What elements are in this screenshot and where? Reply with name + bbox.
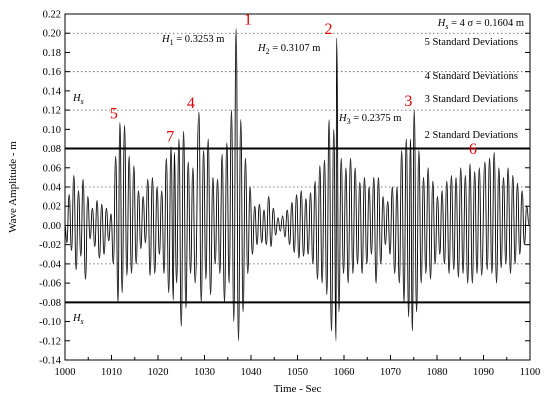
h3-sub: 3: [347, 117, 351, 126]
y-tick-label: -0.06: [39, 279, 61, 290]
y-tick-label: 0.08: [43, 144, 61, 155]
h2-main: H: [257, 43, 267, 54]
x-tick-label: 1010: [101, 367, 122, 378]
sd2-label: 2 Standard Deviations: [425, 130, 518, 141]
x-tick-label: 1040: [241, 367, 262, 378]
y-tick-label: 0.22: [43, 10, 61, 21]
hs-top-main: H: [72, 93, 82, 104]
x-tick-label: 1050: [287, 367, 308, 378]
x-tick-label: 1030: [194, 367, 215, 378]
wave-marker-3: 3: [404, 93, 412, 110]
h2-rest: = 0.3107 m: [270, 43, 321, 54]
wave-marker-7: 7: [166, 129, 174, 146]
x-tick-label: 1070: [380, 367, 401, 378]
h3-annotation: H3 = 0.2375 m: [338, 113, 401, 126]
sd3-label: 3 Standard Deviations: [425, 94, 518, 105]
h1-annotation: H1 = 0.3253 m: [161, 34, 224, 47]
x-axis-label: Time - Sec: [274, 383, 322, 395]
h1-sub: 1: [170, 38, 174, 47]
hs-top-sub: s: [81, 97, 84, 106]
x-tick-label: 1000: [55, 367, 76, 378]
sd4-label: 4 Standard Deviations: [425, 71, 518, 82]
x-tick-label: 1060: [334, 367, 355, 378]
hs-label-bottom: Hs: [72, 313, 84, 326]
y-tick-label: 0.02: [43, 202, 61, 213]
wave-marker-4: 4: [187, 95, 195, 112]
x-tick-label: 1100: [520, 367, 541, 378]
y-tick-label: 0.18: [43, 48, 61, 59]
y-tick-label: -0.10: [39, 317, 61, 328]
y-tick-label: 0.04: [43, 183, 62, 194]
y-axis-label: Wave Amplitude - m: [7, 141, 19, 233]
y-tick-label: -0.04: [39, 259, 62, 270]
wave-marker-1: 1: [244, 11, 252, 28]
h3-rest: = 0.2375 m: [351, 113, 402, 124]
series-layer: [64, 27, 530, 342]
y-tick-label: 0.14: [43, 86, 62, 97]
h1-rest: = 0.3253 m: [174, 34, 225, 45]
axis-ticks: 1000 1010 1020 1030 1040 1050 1060 1070 1080 1090…: [39, 10, 540, 379]
x-tick-label: 1080: [427, 367, 448, 378]
x-tick-label: 1090: [473, 367, 494, 378]
hs-eq-H: H: [437, 18, 447, 29]
wave-marker-5: 5: [110, 106, 118, 123]
h2-sub: 2: [266, 47, 270, 56]
hs-bot-main: H: [72, 313, 82, 324]
y-tick-label: 0.06: [43, 163, 61, 174]
wave-marker-6: 6: [469, 141, 477, 158]
y-tick-label: -0.14: [39, 356, 62, 367]
y-tick-label: 0.16: [43, 67, 61, 78]
gridlines: [65, 32, 530, 265]
hs-equation: Hs = 4 σ = 0.1604 m: [437, 18, 524, 31]
series-line: [64, 27, 530, 342]
y-tick-label: -0.12: [39, 336, 61, 347]
hs-eq-sub: s: [445, 22, 448, 31]
hs-eq-value: = 4 σ = 0.1604 m: [448, 18, 524, 29]
wave-marker-2: 2: [325, 21, 333, 38]
hs-label-top: Hs: [72, 93, 84, 106]
y-tick-label: 0.12: [43, 106, 61, 117]
y-tick-label: -0.02: [39, 240, 61, 251]
x-tick-label: 1020: [148, 367, 169, 378]
wave-markers: 1 2 3 4 5 6 7: [110, 11, 477, 158]
y-tick-label: -0.08: [39, 298, 61, 309]
y-tick-label: 0.20: [43, 29, 61, 40]
h2-annotation: H2 = 0.3107 m: [257, 43, 320, 56]
h3-main: H: [338, 113, 348, 124]
h1-main: H: [161, 34, 171, 45]
y-tick-label: 0.10: [43, 125, 61, 136]
y-tick-label: 0.00: [43, 221, 61, 232]
hs-bot-sub: s: [81, 317, 84, 326]
sd5-label: 5 Standard Deviations: [425, 37, 518, 48]
